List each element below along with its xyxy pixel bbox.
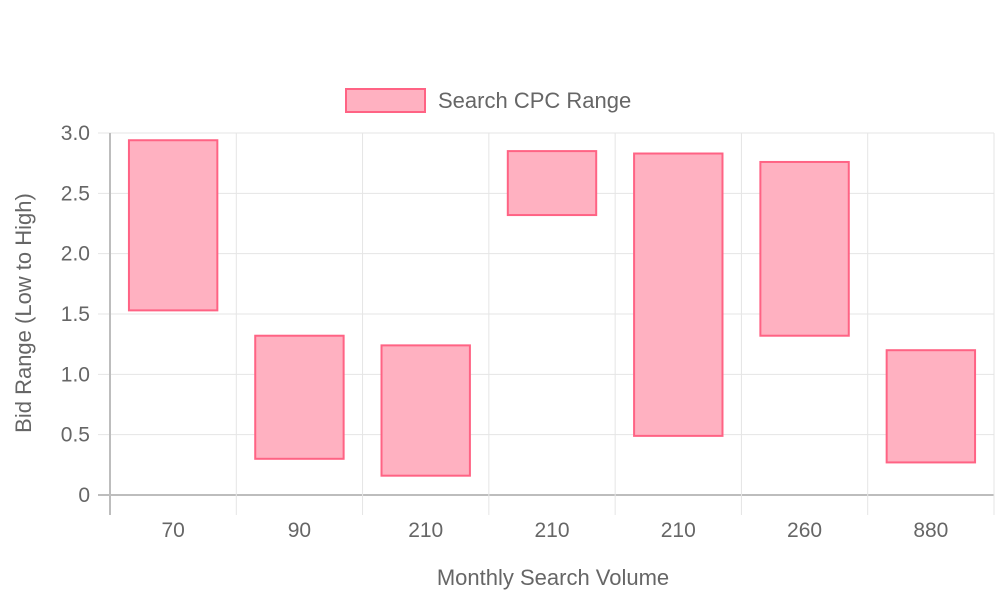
- range-bar: [885, 349, 977, 464]
- x-tick-label: 90: [288, 519, 311, 542]
- range-bar: [380, 344, 471, 477]
- y-axis-ticks: 0 0.5 1.0 1.5 2.0 2.5 3.0: [61, 122, 90, 507]
- x-tick-label: 210: [534, 519, 569, 542]
- x-axis-ticks: 70 90 210 210 210 260 880: [161, 519, 948, 542]
- range-bar: [633, 152, 724, 437]
- x-tick-label: 260: [787, 519, 822, 542]
- y-tick-label: 1.5: [61, 303, 90, 326]
- y-tick-label: 0.5: [61, 424, 90, 447]
- x-tick-label: 210: [661, 519, 696, 542]
- range-bar: [506, 150, 598, 217]
- legend-swatch[interactable]: [345, 88, 426, 113]
- x-axis-title: Monthly Search Volume: [437, 565, 669, 590]
- y-tick-label: 1.0: [61, 363, 90, 386]
- legend-label[interactable]: Search CPC Range: [438, 88, 631, 113]
- legend[interactable]: Search CPC Range: [345, 88, 631, 113]
- range-bar: [254, 334, 345, 460]
- y-tick-label: 2.5: [61, 182, 90, 205]
- x-tick-label: 880: [913, 519, 948, 542]
- y-tick-label: 0: [78, 484, 90, 507]
- x-tick-label: 70: [161, 519, 184, 542]
- x-tick-label: 210: [408, 519, 443, 542]
- y-tick-label: 3.0: [61, 122, 90, 145]
- bars: [127, 139, 977, 477]
- range-bar: [127, 139, 219, 312]
- y-axis-title: Bid Range (Low to High): [11, 193, 36, 433]
- y-tick-label: 2.0: [61, 243, 90, 266]
- range-bar: [759, 160, 850, 337]
